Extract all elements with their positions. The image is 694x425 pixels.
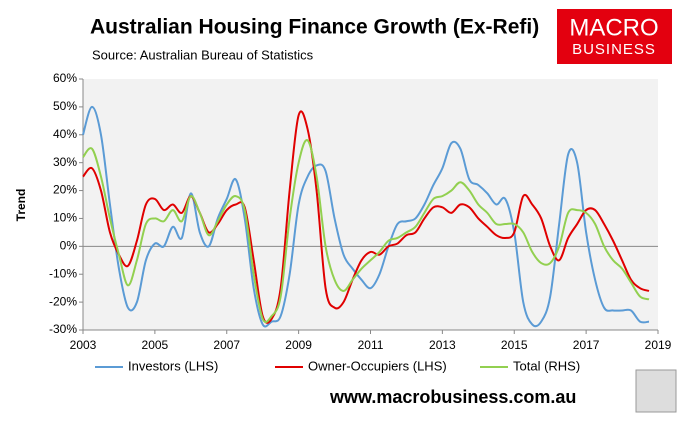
x-tick-label: 2005	[142, 338, 169, 352]
y-tick-label: 50%	[53, 99, 77, 113]
y-tick-label: -20%	[49, 294, 77, 308]
y-tick-label: -10%	[49, 266, 77, 280]
x-tick-label: 2013	[429, 338, 456, 352]
footer: www.macrobusiness.com.au	[329, 387, 576, 407]
y-tick-label: 60%	[53, 71, 77, 85]
x-tick-label: 2009	[285, 338, 312, 352]
x-tick-label: 2007	[213, 338, 240, 352]
y-tick-label: 20%	[53, 183, 77, 197]
y-tick-label: 10%	[53, 211, 77, 225]
y-tick-label: 30%	[53, 155, 77, 169]
series-line	[82, 110, 650, 324]
x-tick-label: 2015	[501, 338, 528, 352]
x-tick-label: 2003	[70, 338, 97, 352]
y-tick-label: 0%	[60, 239, 78, 253]
logo-icon	[635, 369, 677, 413]
x-tick-label: 2011	[358, 338, 384, 352]
legend-label: Total (RHS)	[513, 358, 580, 373]
x-tick-label: 2019	[645, 338, 672, 352]
x-tick-label: 2017	[573, 338, 600, 352]
brand-top: MACRO	[569, 14, 658, 41]
brand-box	[557, 9, 672, 64]
brand-bottom: BUSINESS	[572, 41, 656, 58]
y-tick-label: 40%	[53, 127, 77, 141]
y-tick-label: -30%	[49, 322, 77, 336]
legend-label: Owner-Occupiers (LHS)	[308, 358, 447, 373]
chart-subtitle: Source: Australian Bureau of Statistics	[92, 47, 314, 62]
series-line	[82, 139, 650, 323]
chart-title: Australian Housing Finance Growth (Ex-Re…	[90, 16, 539, 39]
y-axis-label: Trend	[14, 189, 28, 222]
plot-area	[83, 79, 658, 330]
legend-label: Investors (LHS)	[128, 358, 218, 373]
